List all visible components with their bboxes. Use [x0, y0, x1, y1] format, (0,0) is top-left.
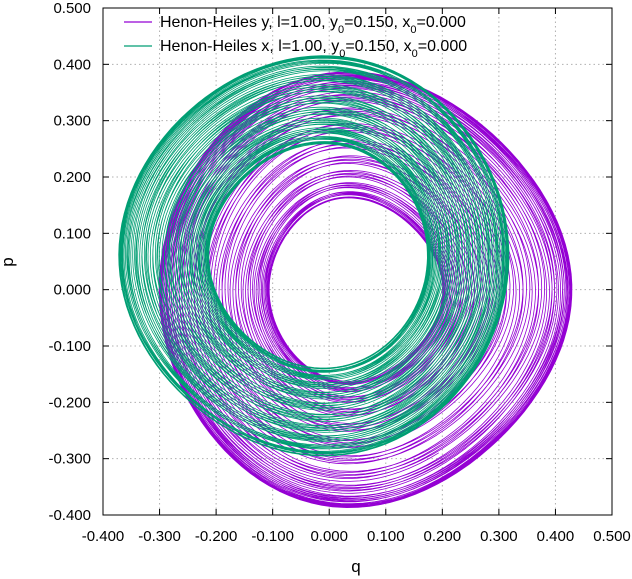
x-tick-label: -0.300: [138, 528, 181, 545]
y-axis-label: p: [0, 257, 17, 266]
x-tick-label: 0.300: [480, 528, 518, 545]
legend-entry: Henon-Heiles y, l=1.00, y0=0.150, x0=0.0…: [160, 14, 466, 36]
y-tick-label: -0.300: [48, 451, 91, 468]
x-axis-label: q: [351, 557, 360, 576]
y-tick-label: 0.100: [53, 225, 91, 242]
y-tick-label: 0.500: [53, 0, 91, 17]
y-tick-label: -0.100: [48, 338, 91, 355]
y-tick-label: 0.400: [53, 56, 91, 73]
y-tick-label: 0.300: [53, 113, 91, 130]
x-tick-label: 0.000: [310, 528, 348, 545]
x-tick-label: -0.400: [82, 528, 125, 545]
y-tick-label: 0.200: [53, 169, 91, 186]
series-layer: [119, 56, 572, 508]
x-tick-label: -0.100: [251, 528, 294, 545]
x-tick-label: -0.200: [195, 528, 238, 545]
y-tick-label: 0.000: [53, 282, 91, 299]
x-tick-labels: -0.400 -0.300 -0.200 -0.100 0.000 0.100 0.200 0…: [82, 528, 631, 545]
y-tick-label: -0.200: [48, 394, 91, 411]
y-tick-labels: -0.400 -0.300 -0.200 -0.100 0.000 0.100 0.200 0…: [48, 0, 91, 524]
y-tick-label: -0.400: [48, 507, 91, 524]
x-tick-label: 0.200: [424, 528, 462, 545]
x-tick-label: 0.400: [537, 528, 575, 545]
x-tick-label: 0.500: [593, 528, 631, 545]
legend: Henon-Heiles y, l=1.00, y0=0.150, x0=0.0…: [124, 14, 467, 60]
x-tick-label: 0.100: [367, 528, 405, 545]
